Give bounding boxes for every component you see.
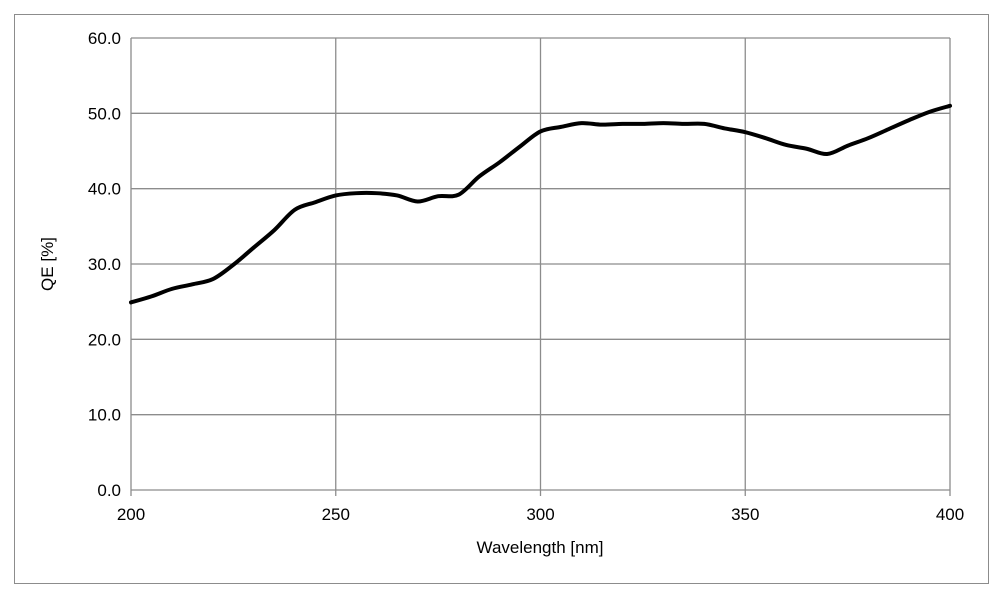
y-tick-label: 40.0 [88,180,121,199]
y-axis-title: QE [%] [38,237,57,291]
y-tick-label: 50.0 [88,104,121,123]
qe-series-line [129,103,952,305]
chart-frame [14,14,989,584]
x-tick-label: 250 [322,505,350,524]
y-tick-label: 30.0 [88,255,121,274]
x-tick-label: 350 [731,505,759,524]
y-tick-label: 10.0 [88,406,121,425]
axis-labels: 0.0 10.0 20.0 30.0 40.0 50.0 60.0 200 250 300 350 4… [88,29,964,524]
x-axis-title: Wavelength [nm] [477,538,604,557]
grid-lines [130,37,951,496]
x-tick-label: 400 [936,505,964,524]
y-tick-label: 20.0 [88,330,121,349]
data-series [129,103,952,305]
x-tick-label: 300 [526,505,554,524]
y-tick-label: 60.0 [88,29,121,48]
y-tick-label: 0.0 [97,481,121,500]
x-tick-label: 200 [117,505,145,524]
